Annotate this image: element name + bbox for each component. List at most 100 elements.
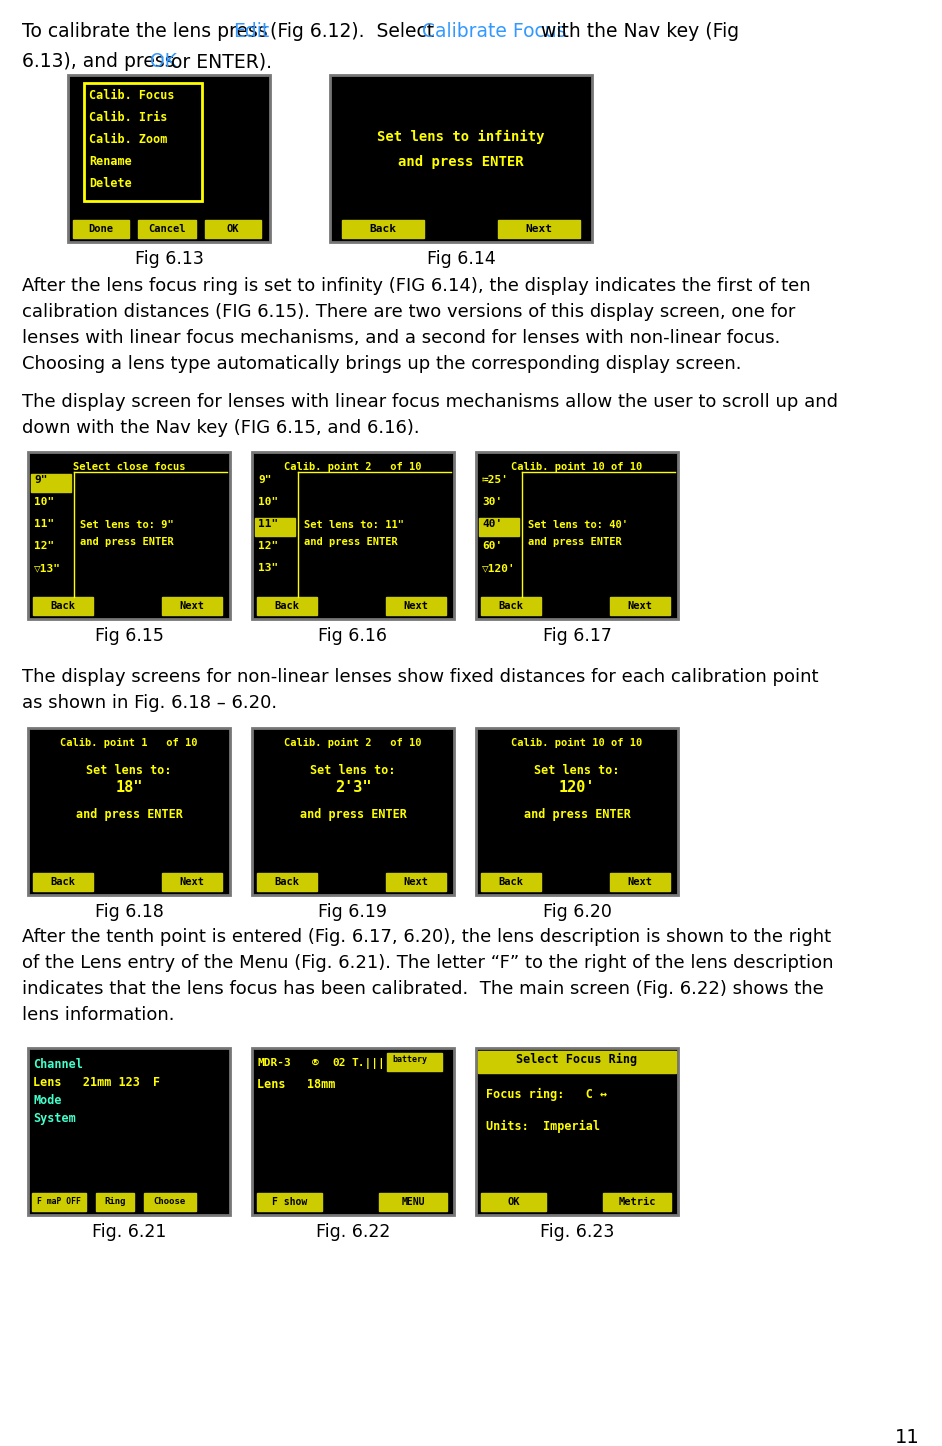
Text: Back: Back: [51, 878, 75, 886]
Text: Ring: Ring: [105, 1197, 125, 1206]
Text: Set lens to:: Set lens to:: [310, 763, 396, 777]
Text: Channel: Channel: [33, 1058, 83, 1071]
Bar: [73, 220, 129, 239]
Text: Calib. Focus: Calib. Focus: [89, 90, 174, 103]
Text: Lens   21mm 123: Lens 21mm 123: [33, 1076, 139, 1089]
Text: lenses with linear focus mechanisms, and a second for lenses with non-linear foc: lenses with linear focus mechanisms, and…: [22, 330, 780, 347]
Text: T.|||: T.|||: [352, 1058, 386, 1069]
Bar: [33, 597, 93, 615]
Text: Fig 6.14: Fig 6.14: [427, 250, 495, 268]
Text: Next: Next: [526, 224, 553, 234]
Text: F maP OFF: F maP OFF: [37, 1197, 81, 1206]
Text: Set lens to:: Set lens to:: [534, 763, 620, 777]
Text: indicates that the lens focus has been calibrated.  The main screen (Fig. 6.22) : indicates that the lens focus has been c…: [22, 980, 823, 998]
Text: Fig 6.13: Fig 6.13: [135, 250, 203, 268]
Text: 40': 40': [482, 519, 502, 529]
Bar: [386, 873, 446, 891]
Text: Set lens to: 11": Set lens to: 11": [304, 521, 404, 531]
Text: 11: 11: [895, 1429, 920, 1446]
Bar: [476, 1048, 678, 1215]
Text: Fig. 6.23: Fig. 6.23: [540, 1223, 614, 1241]
Text: Next: Next: [180, 602, 204, 612]
Bar: [28, 453, 230, 619]
Text: 13": 13": [258, 562, 278, 573]
Text: F: F: [153, 1076, 160, 1089]
Bar: [476, 453, 678, 619]
Text: OK: OK: [151, 52, 177, 71]
Text: and press ENTER: and press ENTER: [304, 536, 398, 547]
Text: Next: Next: [180, 878, 204, 886]
Text: ≔25': ≔25': [482, 474, 509, 484]
Text: Fig 6.15: Fig 6.15: [94, 628, 164, 645]
Text: Calib. point 2   of 10: Calib. point 2 of 10: [284, 737, 422, 748]
Text: Metric: Metric: [618, 1197, 656, 1207]
Text: 10": 10": [34, 497, 55, 508]
Text: Select close focus: Select close focus: [73, 463, 186, 471]
Bar: [33, 873, 93, 891]
Text: System: System: [33, 1112, 75, 1125]
Bar: [330, 75, 592, 241]
Bar: [162, 597, 222, 615]
Text: 02: 02: [332, 1058, 346, 1069]
Text: Back: Back: [498, 602, 524, 612]
Text: 10": 10": [258, 497, 278, 508]
Text: Calib. point 10 of 10: Calib. point 10 of 10: [512, 737, 642, 748]
Text: Edit: Edit: [234, 22, 269, 40]
Text: Calib. Iris: Calib. Iris: [89, 111, 168, 124]
Bar: [252, 453, 454, 619]
Text: Choosing a lens type automatically brings up the corresponding display screen.: Choosing a lens type automatically bring…: [22, 356, 741, 373]
Text: Back: Back: [274, 878, 300, 886]
Text: Cancel: Cancel: [148, 224, 186, 234]
Bar: [476, 727, 678, 895]
Text: Calibrate Focus: Calibrate Focus: [422, 22, 567, 40]
Bar: [138, 220, 196, 239]
Text: Fig 6.19: Fig 6.19: [318, 902, 387, 921]
Text: Back: Back: [498, 878, 524, 886]
Text: 120': 120': [559, 779, 595, 795]
Bar: [205, 220, 261, 239]
Text: To calibrate the lens press: To calibrate the lens press: [22, 22, 274, 40]
Text: Next: Next: [403, 602, 429, 612]
Text: Calib. point 10 of 10: Calib. point 10 of 10: [512, 463, 642, 471]
Text: Choose: Choose: [154, 1197, 187, 1206]
Text: Next: Next: [403, 878, 429, 886]
Text: calibration distances (FIG 6.15). There are two versions of this display screen,: calibration distances (FIG 6.15). There …: [22, 304, 795, 321]
Text: Back: Back: [274, 602, 300, 612]
Bar: [342, 220, 424, 239]
Text: Focus ring:   C ↔: Focus ring: C ↔: [486, 1087, 608, 1100]
Text: 9": 9": [34, 474, 47, 484]
Text: and press ENTER: and press ENTER: [398, 155, 524, 169]
Text: and press ENTER: and press ENTER: [75, 808, 183, 821]
Bar: [255, 518, 295, 536]
Text: Fig 6.16: Fig 6.16: [318, 628, 387, 645]
Text: MENU: MENU: [401, 1197, 425, 1207]
Bar: [31, 474, 71, 492]
Text: of the Lens entry of the Menu (Fig. 6.21). The letter “F” to the right of the le: of the Lens entry of the Menu (Fig. 6.21…: [22, 954, 834, 972]
Bar: [68, 75, 270, 241]
Text: and press ENTER: and press ENTER: [300, 808, 406, 821]
Text: Fig 6.20: Fig 6.20: [543, 902, 611, 921]
Text: 9": 9": [258, 474, 271, 484]
Bar: [257, 597, 317, 615]
Text: MDR-3: MDR-3: [257, 1058, 291, 1069]
Text: Fig. 6.21: Fig. 6.21: [91, 1223, 166, 1241]
Bar: [386, 597, 446, 615]
Text: and press ENTER: and press ENTER: [80, 536, 173, 547]
Text: Set lens to infinity: Set lens to infinity: [377, 130, 544, 145]
Text: (Fig 6.12).  Select: (Fig 6.12). Select: [264, 22, 440, 40]
Bar: [144, 1193, 196, 1210]
Bar: [610, 873, 670, 891]
Bar: [32, 1193, 86, 1210]
Text: and press ENTER: and press ENTER: [528, 536, 622, 547]
Bar: [257, 1193, 322, 1210]
Text: 2'3": 2'3": [334, 779, 371, 795]
Text: Rename: Rename: [89, 155, 132, 168]
Text: Units:  Imperial: Units: Imperial: [486, 1121, 600, 1134]
Text: battery: battery: [392, 1056, 427, 1064]
Text: ▽120': ▽120': [482, 562, 516, 573]
Text: F show: F show: [272, 1197, 307, 1207]
Text: After the tenth point is entered (Fig. 6.17, 6.20), the lens description is show: After the tenth point is entered (Fig. 6…: [22, 928, 831, 946]
Text: Set lens to: 9": Set lens to: 9": [80, 521, 173, 531]
Text: with the Nav key (Fig: with the Nav key (Fig: [535, 22, 739, 40]
Text: Fig 6.18: Fig 6.18: [94, 902, 164, 921]
